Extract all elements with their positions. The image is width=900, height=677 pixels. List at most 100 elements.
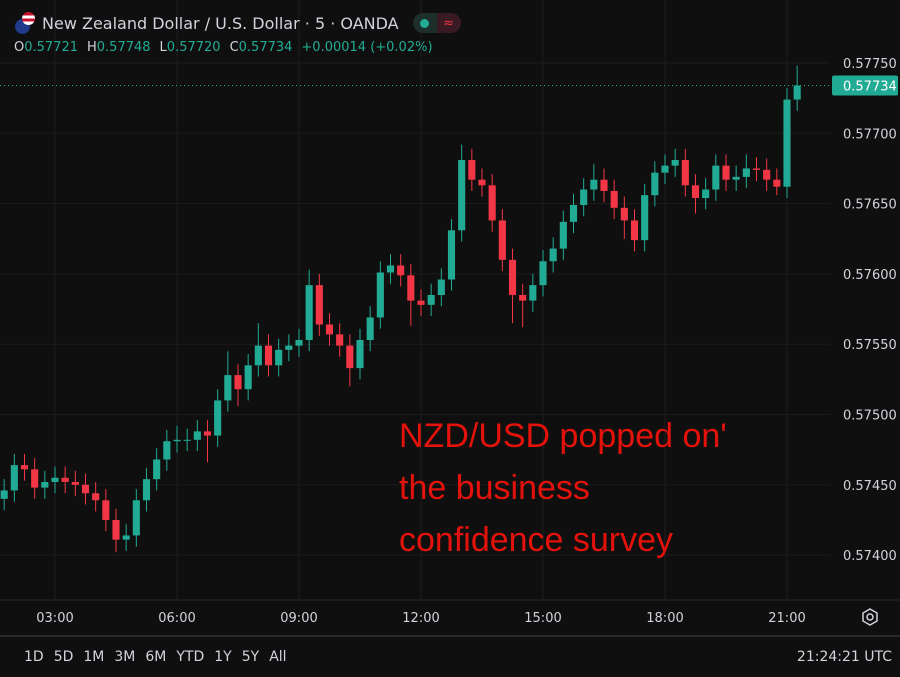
candle-body: [498, 220, 506, 260]
candle-body: [71, 481, 79, 485]
candle: [508, 248, 517, 324]
candle: [488, 174, 496, 232]
open-label: O: [14, 40, 25, 55]
time-tick-label: 18:00: [646, 611, 683, 626]
candle-body: [722, 165, 730, 180]
range-5y-button[interactable]: 5Y: [241, 649, 260, 665]
candle: [41, 470, 49, 499]
symbol-title[interactable]: New Zealand Dollar / U.S. Dollar · 5 · O…: [42, 13, 399, 33]
candle: [458, 144, 466, 242]
candle-body: [275, 349, 283, 366]
time-tick-label: 15:00: [524, 611, 561, 626]
candle-body: [549, 248, 557, 262]
candle-body: [691, 185, 700, 198]
ohlc-legend: O0.57721 H0.57748 L0.57720 C0.57734 +0.0…: [14, 40, 433, 55]
candle: [732, 165, 740, 191]
range-1d-button[interactable]: 1D: [24, 649, 44, 665]
candle-body: [519, 294, 527, 301]
candle: [163, 429, 171, 471]
candle-body: [478, 179, 486, 186]
range-6m-button[interactable]: 6M: [145, 649, 167, 665]
candle: [254, 323, 262, 377]
market-status-pill[interactable]: ≈: [412, 13, 461, 33]
candle: [559, 210, 567, 260]
candle: [153, 448, 161, 491]
range-ytd-button[interactable]: YTD: [176, 649, 205, 665]
candle-body: [458, 160, 466, 231]
candle-body: [610, 190, 618, 208]
candle: [264, 334, 273, 377]
candle: [722, 154, 730, 191]
candle: [468, 148, 476, 191]
range-5d-button[interactable]: 5D: [53, 649, 74, 665]
range-1m-button[interactable]: 1M: [83, 649, 105, 665]
settings-icon[interactable]: [860, 607, 880, 627]
wave-icon: ≈: [436, 13, 461, 33]
candle-body: [61, 477, 69, 482]
candlestick-chart[interactable]: 0.57750 0.57700 0.57650 0.57600 0.57550 0.575…: [0, 0, 900, 635]
close-value: 0.57734: [238, 40, 293, 55]
price-tick-label: 0.57550: [843, 338, 897, 353]
candle: [346, 334, 354, 387]
candle-body: [712, 165, 720, 190]
candle: [112, 508, 120, 553]
candle-body: [356, 339, 364, 369]
candle: [397, 254, 405, 287]
time-tick-label: 03:00: [36, 611, 73, 626]
candle: [325, 313, 334, 346]
candle: [437, 268, 445, 307]
annotation-text: NZD/USD popped on' the business confiden…: [399, 410, 727, 566]
high-label: H: [87, 40, 97, 55]
candle: [193, 420, 201, 452]
low-label: L: [159, 40, 167, 55]
candle-body: [590, 179, 598, 190]
candle-body: [732, 176, 740, 180]
range-buttons: 1D 5D 1M 3M 6M YTD 1Y 5Y All: [24, 649, 287, 665]
range-3m-button[interactable]: 3M: [114, 649, 136, 665]
utc-clock[interactable]: 21:24:21 UTC: [796, 649, 892, 665]
low-value: 0.57720: [166, 40, 221, 55]
price-tick-label: 0.57500: [843, 409, 897, 424]
candle-body: [620, 207, 628, 221]
candle-body: [417, 300, 425, 305]
candle: [81, 473, 90, 505]
candle-body: [386, 265, 395, 273]
candle-body: [92, 493, 100, 501]
candle: [366, 306, 374, 352]
candle-body: [315, 285, 323, 325]
candle: [10, 453, 18, 502]
price-tick-label: 0.57750: [843, 57, 897, 72]
last-price-badge: [832, 75, 898, 96]
candle: [61, 466, 69, 494]
range-1y-button[interactable]: 1Y: [214, 649, 232, 665]
candle: [183, 428, 191, 452]
candle-body: [203, 431, 212, 436]
candle-body: [641, 195, 649, 241]
candle: [132, 489, 140, 547]
candle: [71, 470, 79, 497]
candle: [447, 219, 456, 291]
candle-body: [305, 285, 313, 340]
candle: [702, 178, 710, 210]
candle-body: [671, 160, 679, 166]
candle-body: [163, 441, 171, 460]
candle-body: [142, 479, 151, 501]
price-tick-label: 0.57600: [843, 268, 897, 283]
candle: [793, 65, 801, 111]
candle-body: [580, 189, 588, 206]
candle: [742, 154, 750, 189]
candle: [214, 389, 222, 447]
candle-body: [407, 275, 415, 301]
candle: [244, 354, 252, 401]
price-tick-label: 0.57650: [843, 198, 897, 213]
range-all-button[interactable]: All: [269, 649, 287, 665]
candle-body: [569, 205, 578, 222]
candle: [224, 351, 232, 412]
price-tick-label: 0.57700: [843, 127, 897, 142]
candle: [31, 458, 39, 499]
candle: [651, 161, 659, 207]
nzd-usd-flag-icon: [14, 12, 36, 35]
time-tick-label: 12:00: [402, 611, 439, 626]
candle-body: [41, 481, 49, 488]
candle-body: [468, 160, 476, 180]
